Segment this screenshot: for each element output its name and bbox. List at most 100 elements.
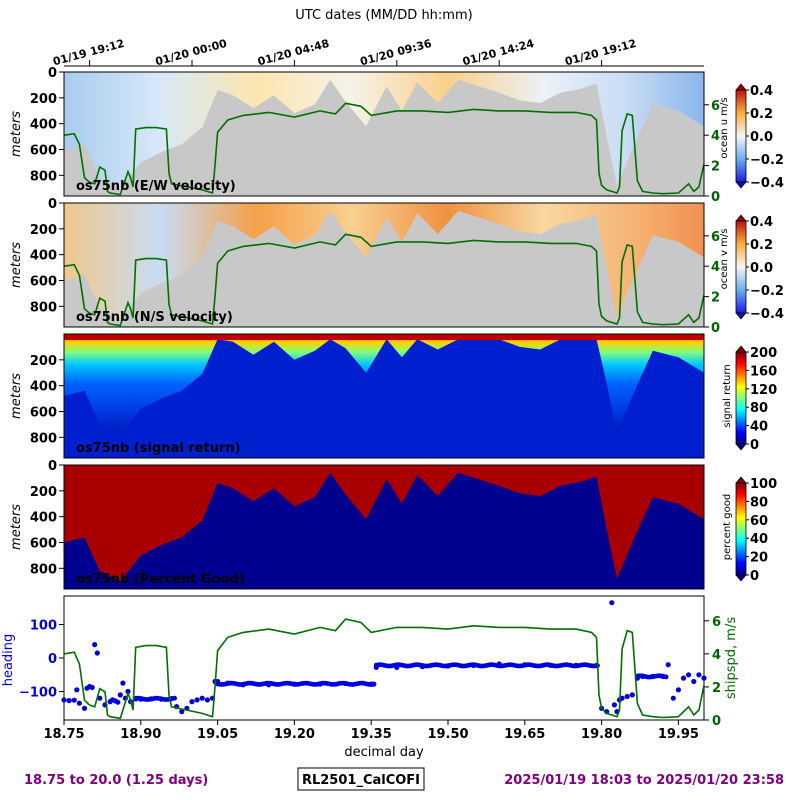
colorbar-tick-label: 60 — [750, 514, 768, 529]
y-axis-label: meters — [9, 373, 24, 419]
colorbar-tick-label: 20 — [750, 551, 768, 566]
heading-point — [199, 695, 205, 701]
heading-point — [61, 697, 67, 703]
colorbar-max-arrow — [735, 83, 747, 91]
colorbar-tick-label: 120 — [750, 383, 777, 398]
colorbar-tick-label: −0.2 — [750, 284, 784, 299]
speed-tick-label: 6 — [711, 230, 720, 245]
day-tick-label: 19.50 — [427, 727, 468, 742]
heading-series — [61, 600, 707, 715]
colorbar-tick-label: 200 — [750, 346, 777, 361]
y-tick-label: 400 — [30, 249, 57, 264]
shipspd-axis-label: shipspd, m/s — [724, 617, 739, 699]
heading-point — [194, 697, 200, 703]
heading-point — [179, 709, 185, 715]
top-axis-title: UTC dates (MM/DD hh:mm) — [295, 8, 472, 23]
heading-point — [680, 675, 687, 681]
speed-tick-label: 4 — [711, 129, 720, 144]
speed-tick-label: 2 — [711, 291, 720, 306]
heading-tick-label: −100 — [19, 686, 57, 701]
heading-point — [66, 698, 72, 704]
y-tick-label: 800 — [30, 562, 57, 577]
panel-label: os75nb (N/S velocity) — [76, 310, 233, 325]
heading-tick-label: 100 — [30, 618, 57, 633]
colorbar-tick-label: −0.4 — [750, 176, 784, 191]
colorbar-min-arrow — [735, 574, 747, 582]
heading-point — [189, 699, 195, 705]
colorbar-tick-label: 0.0 — [750, 261, 773, 276]
day-tick-label: 19.20 — [274, 727, 315, 742]
decimal-day-ticks: 18.75 18.90 19.05 19.20 19.35 19.50 19.65 19.80… — [43, 720, 699, 742]
y-tick-label: 400 — [30, 511, 57, 526]
heading-point — [117, 692, 123, 698]
y-tick-label: 0 — [48, 197, 57, 212]
panel-label: os75nb (Percent Good) — [76, 572, 245, 587]
top-axis-ticks: 01/19 19:12 01/20 00:00 01/20 04:48 01/20 0… — [52, 37, 704, 69]
panel-1: 0 200 400 600 800 meters os75nb (E/W velocity)… — [9, 66, 784, 205]
cruise-name: RL2501_CalCOFI — [302, 773, 420, 788]
right-axis-label: ocean v m/s — [719, 229, 730, 290]
y-tick-label: 800 — [30, 431, 57, 446]
day-tick-label: 19.05 — [197, 727, 238, 742]
velocity-field — [64, 72, 704, 189]
colorbar — [735, 482, 747, 576]
y-tick-label: 200 — [30, 354, 57, 369]
heading-point — [696, 672, 702, 678]
heading-point — [670, 695, 676, 701]
heading-point — [172, 695, 178, 701]
signal-surface — [64, 334, 704, 340]
panel-frame — [63, 71, 705, 197]
colorbar-max-arrow — [735, 345, 747, 353]
colorbar-tick-label: −0.4 — [750, 307, 784, 322]
y-tick-label: 400 — [30, 380, 57, 395]
y-tick-label: 600 — [30, 537, 57, 552]
footer-range: 18.75 to 20.0 (1.25 days) — [24, 773, 208, 788]
cruise-name-box — [297, 767, 425, 791]
heading-point — [624, 693, 630, 700]
speed-tick-label: 2 — [711, 160, 720, 175]
panel-image — [64, 465, 704, 589]
heading-point — [97, 695, 103, 701]
panel-2: 0 200 400 600 800 meters os75nb (N/S velocity)… — [9, 197, 784, 336]
y-tick-label: 600 — [30, 406, 57, 421]
colorbar-tick-label: 0.0 — [750, 130, 773, 145]
day-tick-label: 18.90 — [120, 727, 161, 742]
colorbar-tick-label: 0.2 — [750, 107, 773, 122]
colorbar-tick-label: 40 — [750, 532, 768, 547]
colorbar — [735, 351, 747, 445]
heading-point — [81, 705, 88, 711]
heading-point — [675, 687, 682, 693]
panel-image — [64, 72, 704, 196]
panel-frame — [63, 464, 705, 590]
colorbar-tick-label: 0.2 — [750, 238, 773, 253]
speed-tick-label: 0 — [711, 190, 720, 205]
y-tick-label: 800 — [30, 169, 57, 184]
colorbar-label: percent good — [722, 494, 733, 560]
heading-point — [74, 687, 80, 693]
heading-tick-label: 0 — [48, 652, 57, 667]
heading-ticks: 100 0 −100 — [19, 618, 64, 701]
panel-label: os75nb (E/W velocity) — [76, 179, 236, 194]
day-tick-label: 19.65 — [504, 727, 545, 742]
y-tick-label: 0 — [48, 66, 57, 81]
heading-point — [92, 642, 98, 648]
panel-image — [64, 203, 704, 327]
colorbar-tick-label: 40 — [750, 420, 768, 435]
ship-speed-line — [64, 102, 704, 196]
heading-point — [89, 684, 95, 691]
top-tick-label: 01/20 19:12 — [564, 37, 638, 69]
colorbar-tick-label: 100 — [750, 477, 777, 492]
y-axis-label: meters — [9, 242, 24, 288]
y-axis-label: meters — [9, 504, 24, 550]
shipspd-ticks: 0 2 4 6 — [704, 615, 721, 729]
speed-tick-label: 4 — [711, 260, 720, 275]
day-tick-label: 19.95 — [658, 727, 699, 742]
ship-speed-line — [64, 233, 704, 327]
colorbar-max-arrow — [735, 214, 747, 222]
top-tick-label: 01/19 19:12 — [52, 37, 126, 69]
